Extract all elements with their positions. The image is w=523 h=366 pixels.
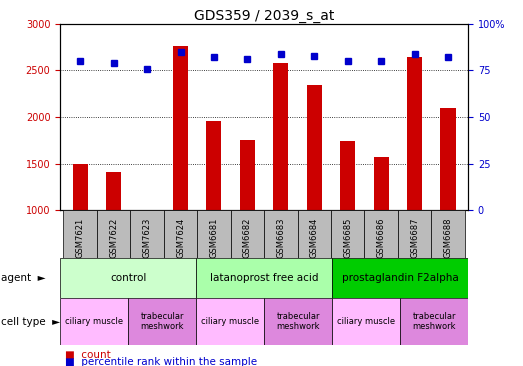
Bar	[332, 298, 400, 345]
Bar	[400, 298, 468, 345]
Text: ■  percentile rank within the sample: ■ percentile rank within the sample	[65, 357, 257, 366]
Text: ciliary muscle: ciliary muscle	[337, 317, 395, 326]
Bar	[431, 210, 465, 258]
Bar	[307, 85, 322, 210]
Bar	[173, 46, 188, 210]
Bar	[231, 210, 264, 258]
Text: agent  ►: agent ►	[1, 273, 46, 283]
Text: trabecular
meshwork: trabecular meshwork	[276, 312, 320, 331]
Text: GSM6687: GSM6687	[410, 217, 419, 258]
Text: ■  count: ■ count	[65, 350, 111, 360]
Text: GSM6683: GSM6683	[276, 217, 286, 258]
Bar	[365, 210, 398, 258]
Bar	[398, 210, 431, 258]
Text: GSM7621: GSM7621	[76, 217, 85, 258]
Bar	[196, 298, 264, 345]
Bar	[373, 157, 389, 210]
Text: GSM6682: GSM6682	[243, 217, 252, 258]
Bar	[97, 210, 130, 258]
Text: prostaglandin F2alpha: prostaglandin F2alpha	[342, 273, 459, 283]
Title: GDS359 / 2039_s_at: GDS359 / 2039_s_at	[194, 9, 334, 23]
Bar	[407, 57, 422, 210]
Text: GSM6681: GSM6681	[209, 217, 219, 258]
Text: ciliary muscle: ciliary muscle	[201, 317, 259, 326]
Bar	[264, 298, 332, 345]
Bar	[240, 139, 255, 210]
Text: latanoprost free acid: latanoprost free acid	[210, 273, 319, 283]
Text: GSM7623: GSM7623	[143, 217, 152, 258]
Bar	[440, 108, 456, 210]
Text: GSM7624: GSM7624	[176, 217, 185, 258]
Bar	[60, 258, 196, 298]
Text: cell type  ►: cell type ►	[1, 317, 60, 326]
Text: trabecular
meshwork: trabecular meshwork	[412, 312, 456, 331]
Bar	[60, 298, 128, 345]
Text: trabecular
meshwork: trabecular meshwork	[140, 312, 184, 331]
Text: GSM6684: GSM6684	[310, 217, 319, 258]
Bar	[298, 210, 331, 258]
Text: GSM6686: GSM6686	[377, 217, 385, 258]
Text: ciliary muscle: ciliary muscle	[65, 317, 123, 326]
Bar	[264, 210, 298, 258]
Text: control: control	[110, 273, 146, 283]
Bar	[63, 210, 97, 258]
Bar	[130, 210, 164, 258]
Bar	[73, 164, 88, 210]
Bar	[340, 141, 355, 210]
Text: GSM6685: GSM6685	[343, 217, 352, 258]
Text: GSM6688: GSM6688	[444, 217, 452, 258]
Bar	[274, 63, 288, 210]
Bar	[106, 172, 121, 210]
Bar	[197, 210, 231, 258]
Bar	[128, 298, 196, 345]
Bar	[207, 121, 221, 210]
Bar	[164, 210, 197, 258]
Bar	[196, 258, 332, 298]
Bar	[140, 209, 155, 210]
Bar	[332, 258, 468, 298]
Bar	[331, 210, 365, 258]
Text: GSM7622: GSM7622	[109, 217, 118, 258]
